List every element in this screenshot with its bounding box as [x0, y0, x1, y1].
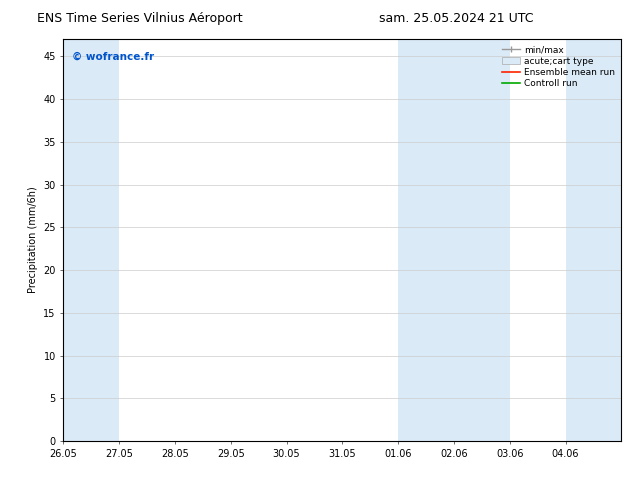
Legend: min/max, acute;cart type, Ensemble mean run, Controll run: min/max, acute;cart type, Ensemble mean … — [500, 44, 617, 90]
Bar — [566, 39, 621, 441]
Text: ENS Time Series Vilnius Aéroport: ENS Time Series Vilnius Aéroport — [37, 12, 242, 25]
Bar — [63, 39, 119, 441]
Bar — [398, 39, 454, 441]
Y-axis label: Precipitation (mm/6h): Precipitation (mm/6h) — [28, 187, 37, 294]
Text: © wofrance.fr: © wofrance.fr — [72, 51, 154, 61]
Text: sam. 25.05.2024 21 UTC: sam. 25.05.2024 21 UTC — [379, 12, 534, 25]
Bar — [454, 39, 510, 441]
